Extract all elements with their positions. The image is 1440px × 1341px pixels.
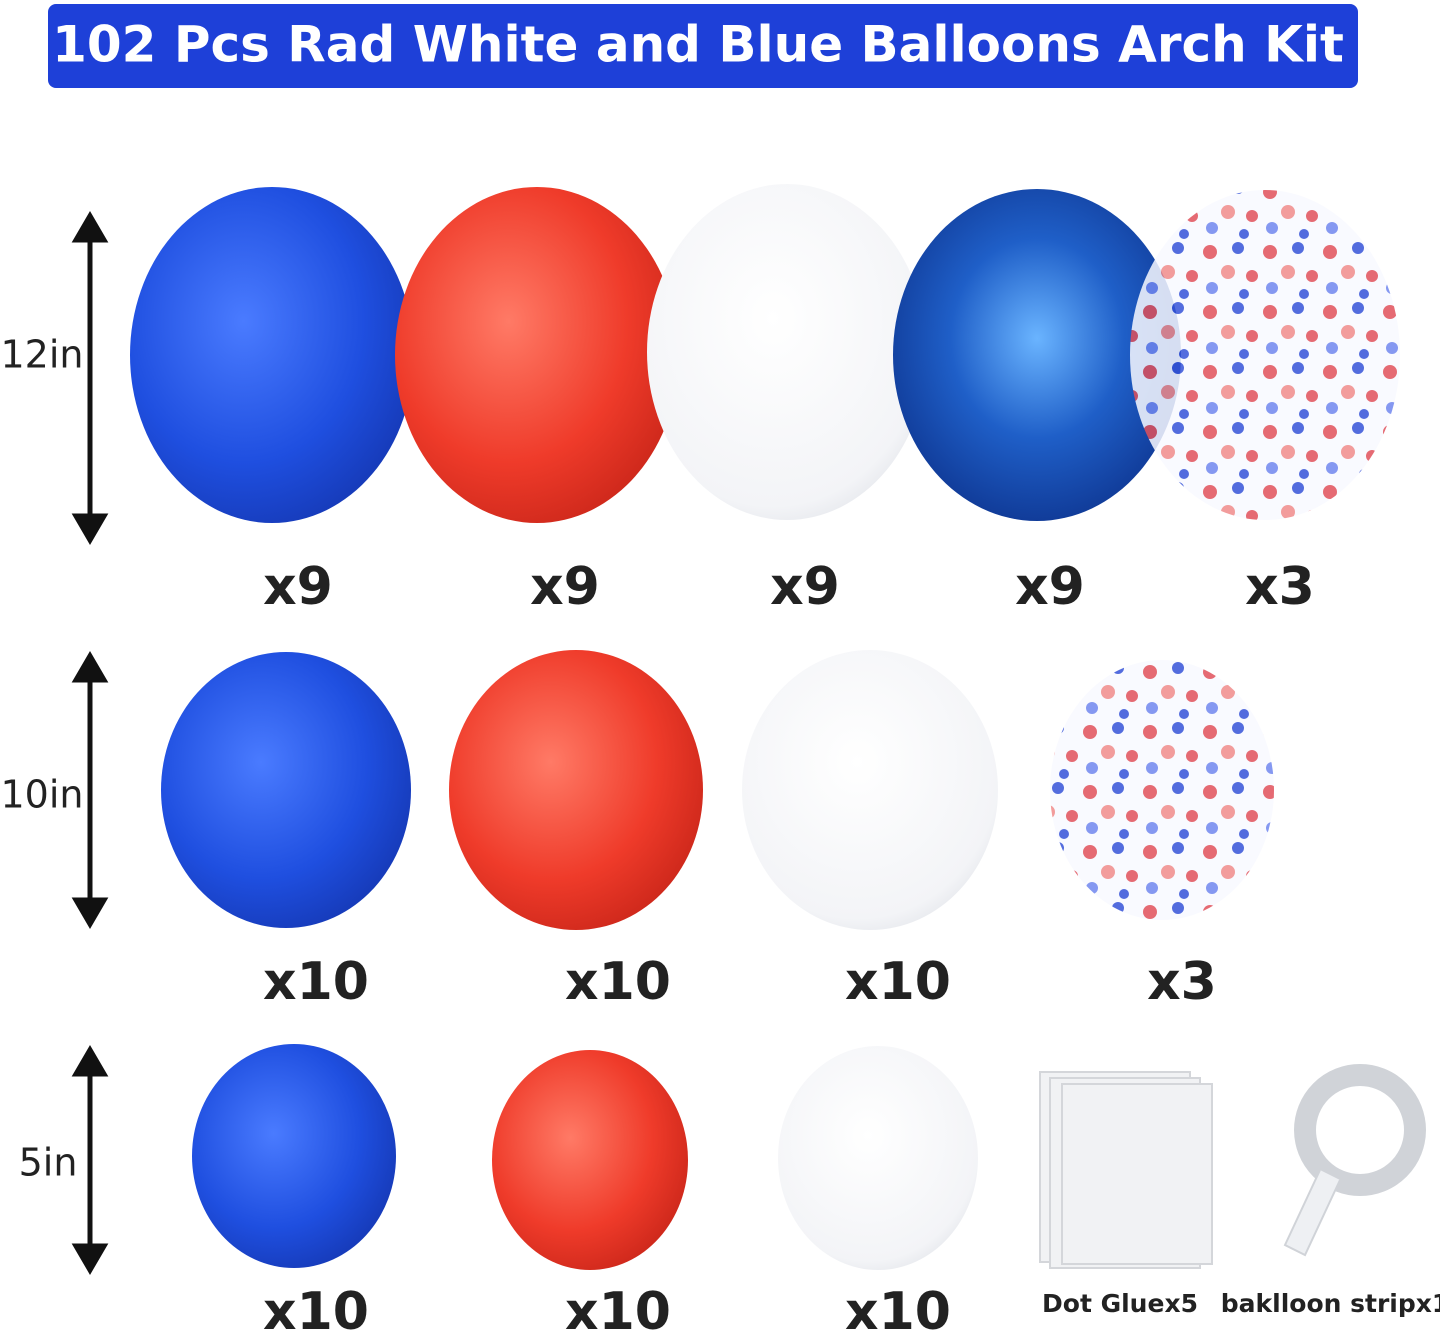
count: x9 [770, 557, 840, 617]
title-banner [48, 4, 1358, 88]
balloons-5in [192, 1044, 978, 1270]
title: 102 Pcs Rad White and Blue Balloons Arch… [52, 16, 1344, 74]
count: x10 [263, 952, 369, 1012]
accessory-label: Dot Gluex5 [1042, 1289, 1198, 1318]
accessory-label: baklloon stripx1 [1221, 1289, 1440, 1318]
size-label: 10in [1, 773, 84, 817]
balloon-strip [1283, 1064, 1426, 1257]
count: x3 [1147, 952, 1217, 1012]
count: x9 [263, 557, 333, 617]
size-label: 5in [19, 1141, 78, 1185]
glue-dots [1039, 1071, 1213, 1269]
balloons-10in [161, 650, 1274, 930]
count: x10 [263, 1282, 369, 1341]
balloons-12in [130, 184, 1400, 523]
count: x9 [1015, 557, 1085, 617]
count: x9 [530, 557, 600, 617]
count: x10 [565, 952, 671, 1012]
size-label: 12in [1, 333, 84, 377]
count: x10 [845, 952, 951, 1012]
size-arrows [71, 211, 109, 1275]
count: x3 [1245, 557, 1315, 617]
count: x10 [565, 1282, 671, 1341]
count: x10 [845, 1282, 951, 1341]
